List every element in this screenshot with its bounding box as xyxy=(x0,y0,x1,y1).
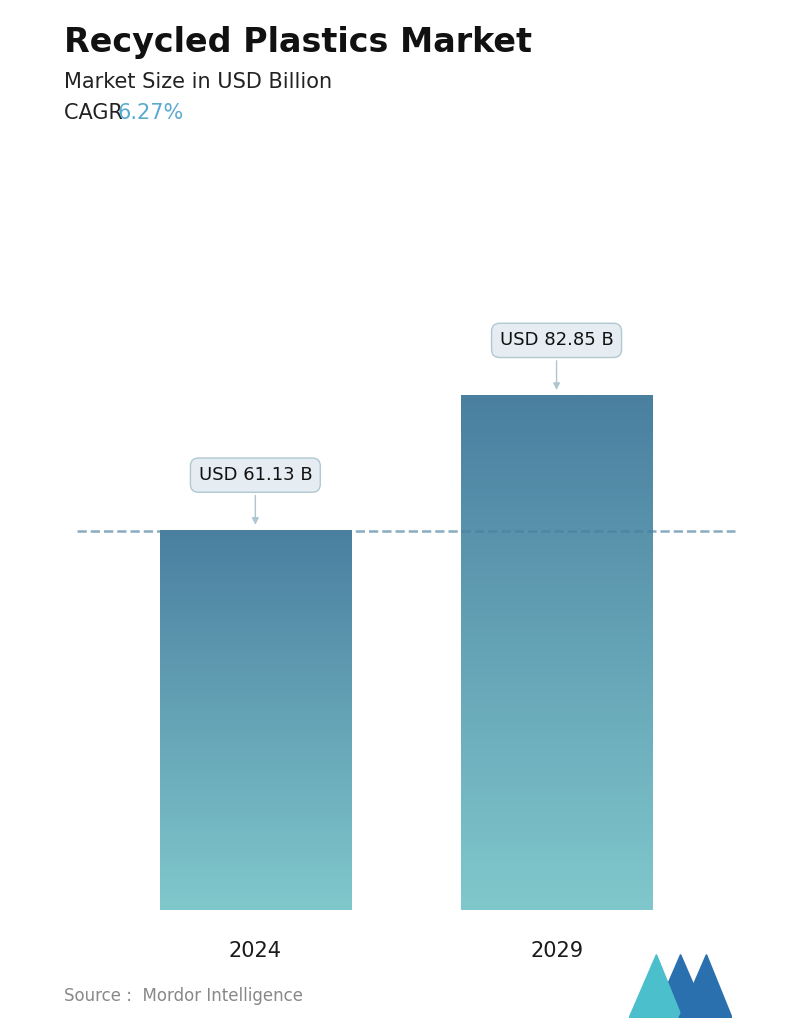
Polygon shape xyxy=(679,954,732,1018)
Text: 2029: 2029 xyxy=(530,941,583,961)
Text: USD 61.13 B: USD 61.13 B xyxy=(198,466,312,523)
Text: Source :  Mordor Intelligence: Source : Mordor Intelligence xyxy=(64,987,302,1005)
Text: 2024: 2024 xyxy=(229,941,282,961)
Polygon shape xyxy=(653,954,708,1018)
Polygon shape xyxy=(629,954,682,1018)
Text: 6.27%: 6.27% xyxy=(118,103,184,123)
Text: USD 82.85 B: USD 82.85 B xyxy=(500,331,614,389)
Text: Recycled Plastics Market: Recycled Plastics Market xyxy=(64,26,532,59)
Text: Market Size in USD Billion: Market Size in USD Billion xyxy=(64,72,332,92)
Text: CAGR: CAGR xyxy=(64,103,129,123)
